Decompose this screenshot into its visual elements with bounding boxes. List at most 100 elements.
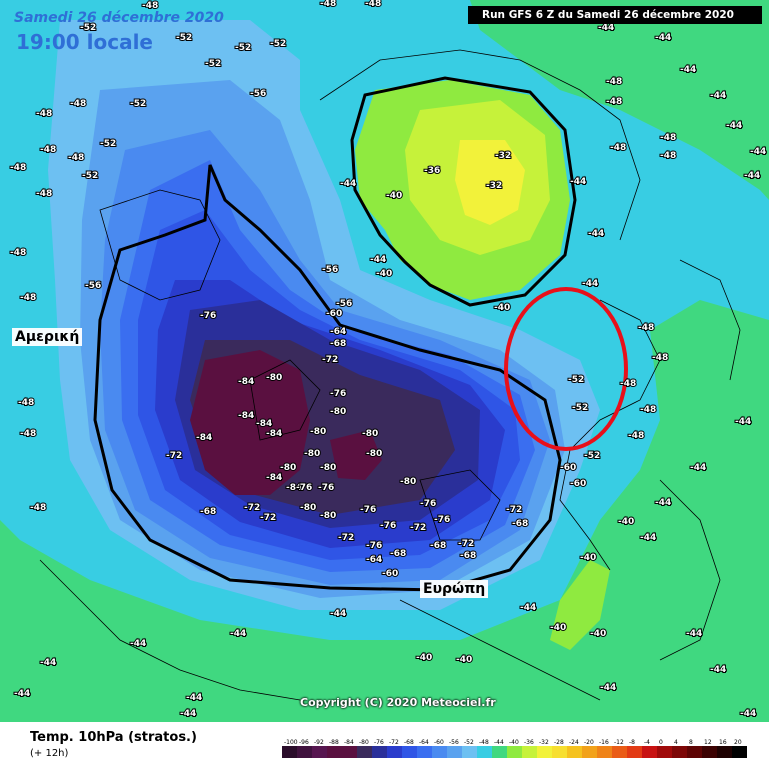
scale-tick: -92 bbox=[314, 739, 324, 746]
value-label: -72 bbox=[166, 451, 182, 461]
scale-swatch bbox=[717, 746, 732, 758]
value-label: -44 bbox=[370, 255, 386, 265]
scale-tick: -80 bbox=[359, 739, 369, 746]
value-label: -48 bbox=[660, 133, 676, 143]
value-label: -72 bbox=[260, 513, 276, 523]
value-label: -48 bbox=[628, 431, 644, 441]
value-label: -68 bbox=[330, 339, 346, 349]
value-label: -40 bbox=[494, 303, 510, 313]
scale-swatch bbox=[357, 746, 372, 758]
scale-tick: -72 bbox=[389, 739, 399, 746]
value-label: -76 bbox=[360, 505, 376, 515]
title-date: Samedi 26 décembre 2020 bbox=[14, 10, 224, 26]
value-label: -44 bbox=[520, 603, 536, 613]
value-label: -48 bbox=[30, 503, 46, 513]
value-label: -48 bbox=[36, 109, 52, 119]
value-label: -76 bbox=[330, 389, 346, 399]
value-label: -44 bbox=[680, 65, 696, 75]
value-label: -48 bbox=[365, 0, 381, 9]
value-label: -44 bbox=[735, 417, 751, 427]
value-label: -60 bbox=[382, 569, 398, 579]
scale-tick: 4 bbox=[674, 739, 678, 746]
value-label: -60 bbox=[326, 309, 342, 319]
scale-swatch bbox=[597, 746, 612, 758]
run-info: Run GFS 6 Z du Samedi 26 décembre 2020 bbox=[468, 6, 762, 24]
value-label: -40 bbox=[618, 517, 634, 527]
value-label: -72 bbox=[244, 503, 260, 513]
label-america: Αμερική bbox=[12, 328, 83, 346]
value-label: -60 bbox=[570, 479, 586, 489]
scale-tick: -52 bbox=[464, 739, 474, 746]
scale-tick: 16 bbox=[719, 739, 727, 746]
value-label: -84 bbox=[196, 433, 212, 443]
scale-swatch bbox=[312, 746, 327, 758]
value-label: -52 bbox=[235, 43, 251, 53]
value-label: -48 bbox=[68, 153, 84, 163]
value-label: -72 bbox=[506, 505, 522, 515]
value-label: -36 bbox=[424, 166, 440, 176]
footer-forecast: (+ 12h) bbox=[30, 748, 69, 759]
value-label: -80 bbox=[310, 427, 326, 437]
scale-tick: -36 bbox=[524, 739, 534, 746]
value-label: -48 bbox=[36, 189, 52, 199]
region-84 bbox=[190, 350, 310, 495]
value-label: -44 bbox=[690, 463, 706, 473]
scale-swatch bbox=[732, 746, 747, 758]
value-label: -76 bbox=[366, 541, 382, 551]
value-label: -76 bbox=[420, 499, 436, 509]
title-local-time: 19:00 locale bbox=[16, 30, 153, 54]
scale-swatch bbox=[537, 746, 552, 758]
value-label: -44 bbox=[740, 709, 756, 719]
scale-tick: -96 bbox=[299, 739, 309, 746]
value-label: -56 bbox=[85, 281, 101, 291]
value-label: -44 bbox=[710, 665, 726, 675]
scale-tick: -60 bbox=[434, 739, 444, 746]
value-label: -48 bbox=[20, 429, 36, 439]
value-label: -76 bbox=[200, 311, 216, 321]
value-label: -84 bbox=[238, 377, 254, 387]
value-label: -52 bbox=[100, 139, 116, 149]
value-label: -84 bbox=[266, 429, 282, 439]
map-area: -48 -48 -48 -44 -52 -52 -52 -52 -52 -52 -52 -52 -56-… bbox=[0, 0, 769, 722]
scale-swatch bbox=[522, 746, 537, 758]
value-label: -48 bbox=[606, 77, 622, 87]
value-label: -80 bbox=[366, 449, 382, 459]
value-label: -72 bbox=[322, 355, 338, 365]
value-label: -40 bbox=[590, 629, 606, 639]
value-label: -52 bbox=[205, 59, 221, 69]
value-label: -80 bbox=[362, 429, 378, 439]
value-label: -56 bbox=[336, 299, 352, 309]
scale-tick: -76 bbox=[374, 739, 384, 746]
value-label: -48 bbox=[18, 398, 34, 408]
value-label: -48 bbox=[142, 1, 158, 11]
scale-tick: 12 bbox=[704, 739, 712, 746]
value-label: -80 bbox=[330, 407, 346, 417]
value-label: -52 bbox=[568, 375, 584, 385]
value-label: -48 bbox=[638, 323, 654, 333]
copyright: Copyright (C) 2020 Meteociel.fr bbox=[300, 696, 496, 709]
scale-swatch bbox=[297, 746, 312, 758]
value-label: -32 bbox=[495, 151, 511, 161]
value-label: -32 bbox=[486, 181, 502, 191]
coastlines bbox=[39, 49, 741, 701]
scale-swatch bbox=[402, 746, 417, 758]
value-label: -44 bbox=[750, 147, 766, 157]
value-label: -44 bbox=[14, 689, 30, 699]
scale-tick: -28 bbox=[554, 739, 564, 746]
value-label: -44 bbox=[710, 91, 726, 101]
scale-swatch bbox=[582, 746, 597, 758]
scale-tick: -84 bbox=[344, 739, 354, 746]
value-label: -44 bbox=[726, 121, 742, 131]
scale-swatch bbox=[687, 746, 702, 758]
value-label: -68 bbox=[200, 507, 216, 517]
scale-swatch bbox=[492, 746, 507, 758]
region-40b bbox=[550, 560, 610, 650]
value-label: -72 bbox=[338, 533, 354, 543]
value-label: -48 bbox=[606, 97, 622, 107]
scale-tick: -48 bbox=[479, 739, 489, 746]
value-label: -84 bbox=[286, 483, 302, 493]
value-label: -56 bbox=[322, 265, 338, 275]
value-label: -60 bbox=[560, 463, 576, 473]
scale-tick: -68 bbox=[404, 739, 414, 746]
scale-tick: -20 bbox=[584, 739, 594, 746]
